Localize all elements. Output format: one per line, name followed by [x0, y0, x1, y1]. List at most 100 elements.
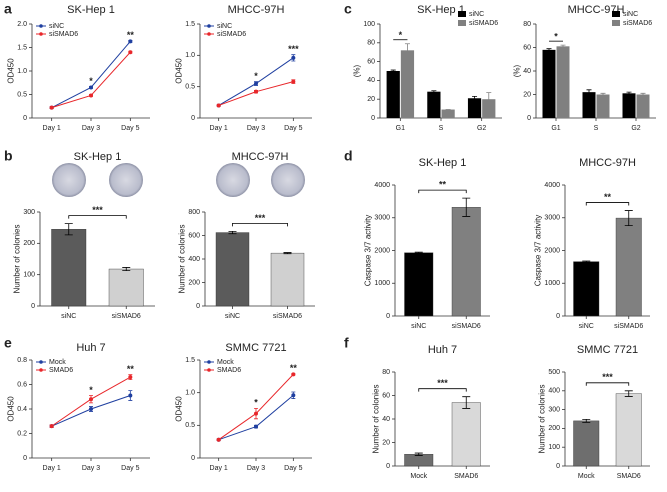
- data-point: [291, 79, 296, 84]
- y-axis-label: Number of colonies: [177, 225, 186, 294]
- y-tick-label: 3000: [544, 215, 560, 222]
- y-axis-label: Caspase 3/7 activity: [364, 215, 373, 287]
- x-tick-label: Day 1: [43, 125, 61, 132]
- data-point: [291, 393, 296, 398]
- error-bar: [582, 418, 591, 423]
- legend-swatch: [458, 20, 466, 26]
- y-tick-label: 500: [548, 369, 560, 376]
- y-tick-label: 400: [548, 388, 560, 395]
- chart-title: SMMC 7721: [225, 342, 286, 354]
- error-bar: [283, 252, 292, 255]
- significance-mark: *: [554, 32, 558, 42]
- bar: [270, 252, 305, 307]
- error-bar: [546, 48, 552, 52]
- x-tick-label: G1: [396, 125, 405, 132]
- panel-letter: a: [4, 1, 12, 17]
- bar: [482, 99, 496, 118]
- y-tick-label: 40: [523, 68, 531, 75]
- legend-swatch: [612, 20, 620, 26]
- significance-bracket: [68, 215, 127, 219]
- error-bar: [462, 396, 471, 409]
- legend-label: siSMAD6: [217, 31, 246, 38]
- y-tick-label: 80: [367, 40, 375, 47]
- error-bar: [600, 92, 606, 97]
- data-point: [89, 85, 93, 90]
- y-axis-label: Number of colonies: [12, 225, 21, 294]
- error-bar: [582, 260, 591, 263]
- x-tick-label: S: [439, 125, 444, 132]
- y-tick-label: 100: [363, 21, 375, 28]
- error-bar: [431, 90, 437, 94]
- y-tick-label: 200: [23, 240, 35, 247]
- x-tick-label: Day 3: [247, 125, 265, 132]
- data-point: [254, 424, 258, 429]
- significance-mark: ***: [437, 378, 448, 388]
- significance-mark: **: [127, 364, 135, 374]
- data-point: [128, 375, 133, 380]
- x-tick-label: siNC: [61, 313, 76, 320]
- error-bar: [228, 230, 237, 235]
- chart-title: MHCC-97H: [579, 157, 636, 169]
- significance-bracket: [232, 222, 288, 227]
- data-point: [216, 103, 221, 108]
- y-tick-label: 4000: [374, 182, 390, 189]
- legend-marker: [39, 360, 43, 364]
- y-axis-label: (%): [352, 64, 361, 77]
- y-tick-label: 0: [191, 455, 195, 462]
- legend-swatch: [612, 11, 620, 17]
- significance-mark: **: [127, 30, 135, 40]
- bar: [108, 268, 144, 307]
- legend-marker: [207, 32, 211, 36]
- error-bar: [122, 267, 131, 271]
- x-tick-label: siNC: [411, 323, 426, 330]
- x-tick-label: siSMAD6: [273, 313, 302, 320]
- legend-marker: [39, 368, 43, 372]
- y-tick-label: 60: [367, 58, 375, 65]
- y-tick-label: 40: [382, 416, 390, 423]
- data-point: [291, 372, 296, 377]
- y-tick-label: 0.8: [17, 357, 27, 364]
- bar: [573, 261, 600, 317]
- y-tick-label: 0: [23, 115, 27, 122]
- x-tick-label: G2: [631, 125, 640, 132]
- y-tick-label: 0.5: [185, 422, 195, 429]
- y-tick-label: 0.4: [17, 406, 27, 413]
- y-tick-label: 0: [191, 115, 195, 122]
- significance-mark: ***: [92, 205, 103, 215]
- bar: [573, 420, 600, 467]
- legend-marker: [39, 24, 43, 28]
- y-tick-label: 20: [367, 96, 375, 103]
- x-tick-label: siNC: [579, 323, 594, 330]
- data-point: [254, 81, 258, 86]
- error-bar: [560, 44, 566, 48]
- x-tick-label: S: [594, 125, 599, 132]
- y-tick-label: 2.0: [17, 21, 27, 28]
- bar: [441, 109, 455, 118]
- x-tick-label: Day 3: [82, 465, 100, 472]
- bar: [451, 207, 481, 317]
- bar: [427, 91, 441, 118]
- x-tick-label: Mock: [410, 473, 427, 480]
- y-tick-label: 400: [188, 256, 200, 263]
- y-axis-label: OD450: [174, 58, 183, 84]
- data-point: [254, 89, 258, 94]
- bar: [467, 98, 482, 118]
- data-point: [49, 105, 54, 110]
- legend-label: SMAD6: [217, 367, 241, 374]
- legend-label: siSMAD6: [469, 20, 498, 27]
- x-tick-label: Day 5: [284, 465, 302, 472]
- x-tick-label: Day 3: [247, 465, 265, 472]
- y-axis-label: OD450: [6, 58, 15, 84]
- x-tick-label: G2: [477, 125, 486, 132]
- chart-title: SMMC 7721: [577, 344, 638, 356]
- significance-bracket: [418, 388, 467, 392]
- legend-marker: [207, 24, 211, 28]
- significance-mark: *: [89, 76, 93, 86]
- y-tick-label: 0: [556, 313, 560, 320]
- x-tick-label: Day 5: [284, 125, 302, 132]
- y-tick-label: 200: [548, 425, 560, 432]
- x-tick-label: Day 1: [210, 125, 228, 132]
- bar: [615, 217, 642, 317]
- error-bar: [626, 91, 632, 95]
